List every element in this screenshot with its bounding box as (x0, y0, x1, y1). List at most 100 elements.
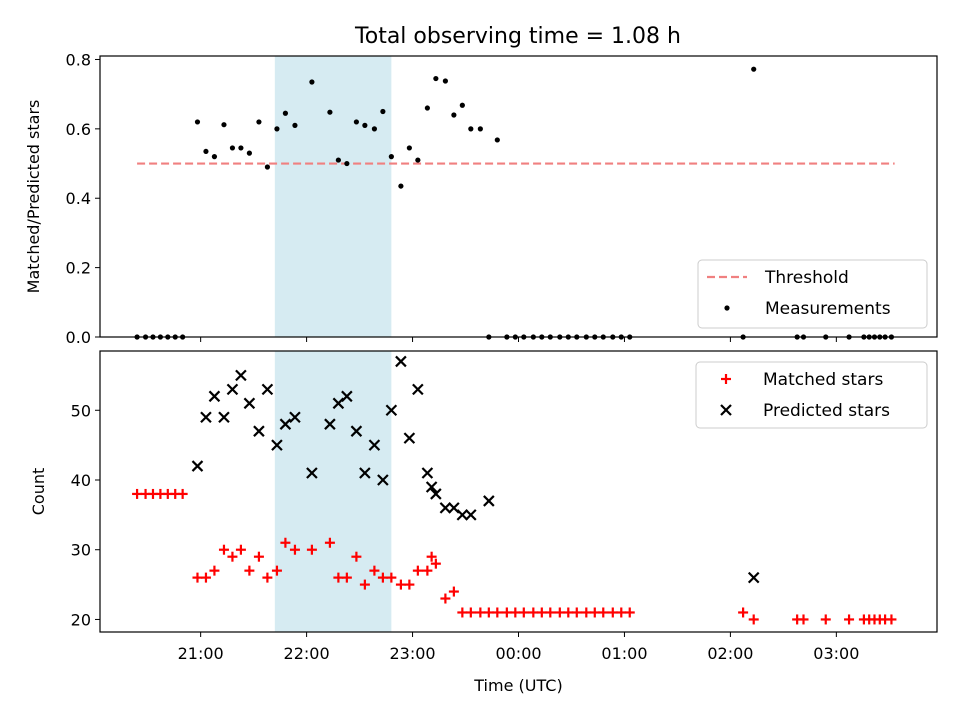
measurement-point (424, 105, 430, 111)
matched-star-marker (483, 607, 494, 618)
predicted-star-marker (279, 418, 292, 430)
matched-star-marker (624, 607, 635, 618)
legend-predicted-label: Predicted stars (763, 401, 890, 421)
measurement-point (221, 122, 227, 128)
matched-star-marker (412, 565, 423, 576)
measurement-point (380, 108, 386, 115)
top-axes-frame (99, 55, 938, 338)
matched-star-marker (341, 572, 352, 583)
matched-star-marker (404, 579, 415, 590)
matched-star-marker (475, 607, 486, 618)
top-y-tick-label: 0.4 (66, 189, 91, 208)
matched-star-marker (271, 565, 282, 576)
matched-star-marker (820, 614, 831, 625)
top-legend: Threshold Measurements (697, 259, 928, 329)
matched-star-marker (554, 607, 565, 618)
matched-star-marker (844, 614, 855, 625)
predicted-star-marker (403, 432, 416, 444)
measurement-point (203, 148, 209, 155)
predicted-star-marker (439, 502, 452, 514)
matched-star-marker (324, 537, 335, 548)
predicted-star-marker (368, 439, 381, 451)
predicted-star-marker (324, 418, 336, 430)
matched-star-marker (132, 488, 143, 499)
matched-star-marker (369, 565, 380, 576)
measurement-point (371, 126, 378, 132)
x-tick-label: 22:00 (284, 644, 330, 663)
x-tick-label: 01:00 (601, 644, 647, 663)
bottom-legend-frame (695, 361, 928, 429)
measurement-point (398, 183, 404, 189)
predicted-star-marker (306, 467, 318, 479)
matched-star-marker (589, 607, 600, 618)
matched-star-marker (235, 544, 246, 555)
measurement-point (274, 126, 280, 132)
matched-star-marker (306, 544, 317, 555)
matched-star-marker (192, 572, 203, 583)
bottom-y-tick-label: 30 (71, 541, 91, 560)
legend-matched-marker (721, 374, 731, 384)
top-y-tick-label: 0.0 (66, 328, 91, 347)
predicted-star-marker (456, 509, 469, 521)
matched-star-marker (465, 607, 476, 618)
top-axis-ticks: 0.0 0.2 0.4 0.6 0.8 (66, 50, 837, 347)
top-legend-frame (697, 259, 928, 329)
measurement-point (388, 154, 394, 160)
matched-star-marker (448, 586, 459, 597)
measurement-point (353, 119, 359, 125)
legend-matched-label: Matched stars (763, 370, 883, 390)
matched-star-marker (280, 537, 291, 548)
matched-star-marker (492, 607, 503, 618)
matched-star-marker (377, 572, 388, 583)
measurement-point (362, 122, 368, 128)
predicted-star-marker (350, 425, 363, 437)
matched-star-marker (289, 544, 300, 555)
predicted-star-marker (483, 495, 495, 507)
legend-predicted-swatch (720, 404, 732, 416)
matched-star-marker (545, 607, 556, 618)
top-y-tick-label: 0.8 (66, 50, 91, 69)
top-observation-shade (274, 56, 392, 337)
measurement-point (335, 157, 341, 163)
legend-measurements-label: Measurements (765, 299, 891, 319)
predicted-star-marker (261, 383, 274, 396)
bottom-axis-ticks: 20 30 40 50 21:00 22:00 23:00 00:00 01:00 02:00 03… (71, 401, 860, 663)
measurement-point (292, 122, 298, 128)
bottom-y-tick-label: 20 (71, 610, 91, 629)
matched-star-marker (422, 565, 433, 576)
matched-star-marker (227, 551, 238, 562)
bottom-y-tick-label: 50 (71, 401, 91, 420)
predicted-star-marker (377, 474, 389, 486)
matched-star-marker (748, 614, 759, 625)
measurement-point (459, 102, 465, 108)
predicted-star-marker (271, 439, 283, 451)
matched-star-marker (457, 607, 468, 618)
measurement-point (344, 160, 350, 167)
measurement-point (494, 137, 500, 143)
matched-star-marker (426, 551, 437, 562)
matched-star-marker (886, 614, 897, 625)
matched-star-marker (253, 551, 264, 562)
figure-title: Total observing time = 1.08 h (354, 24, 681, 49)
legend-measurements-swatch (724, 305, 730, 311)
matched-star-marker (798, 614, 809, 625)
matched-star-marker (262, 572, 273, 583)
matched-star-marker (333, 572, 344, 583)
measurement-point (451, 112, 457, 118)
bottom-legend: Matched stars Predicted stars (695, 361, 928, 429)
predicted-star-marker (253, 425, 265, 437)
matched-star-marker (359, 579, 370, 590)
matched-star-marker (395, 579, 406, 590)
bottom-observation-shade (274, 351, 392, 632)
bottom-y-axis-label: Count (29, 468, 48, 516)
matched-star-marker (571, 607, 582, 618)
matched-star-marker (351, 551, 362, 562)
predicted-star-marker (235, 369, 247, 382)
x-tick-label: 21:00 (178, 644, 224, 663)
legend-predicted-marker (720, 404, 732, 416)
predicted-star-marker (243, 397, 256, 410)
x-tick-label: 00:00 (495, 644, 541, 663)
predicted-star-marker (226, 383, 239, 396)
measurement-point (442, 78, 448, 84)
predicted-star-marker (430, 488, 442, 500)
